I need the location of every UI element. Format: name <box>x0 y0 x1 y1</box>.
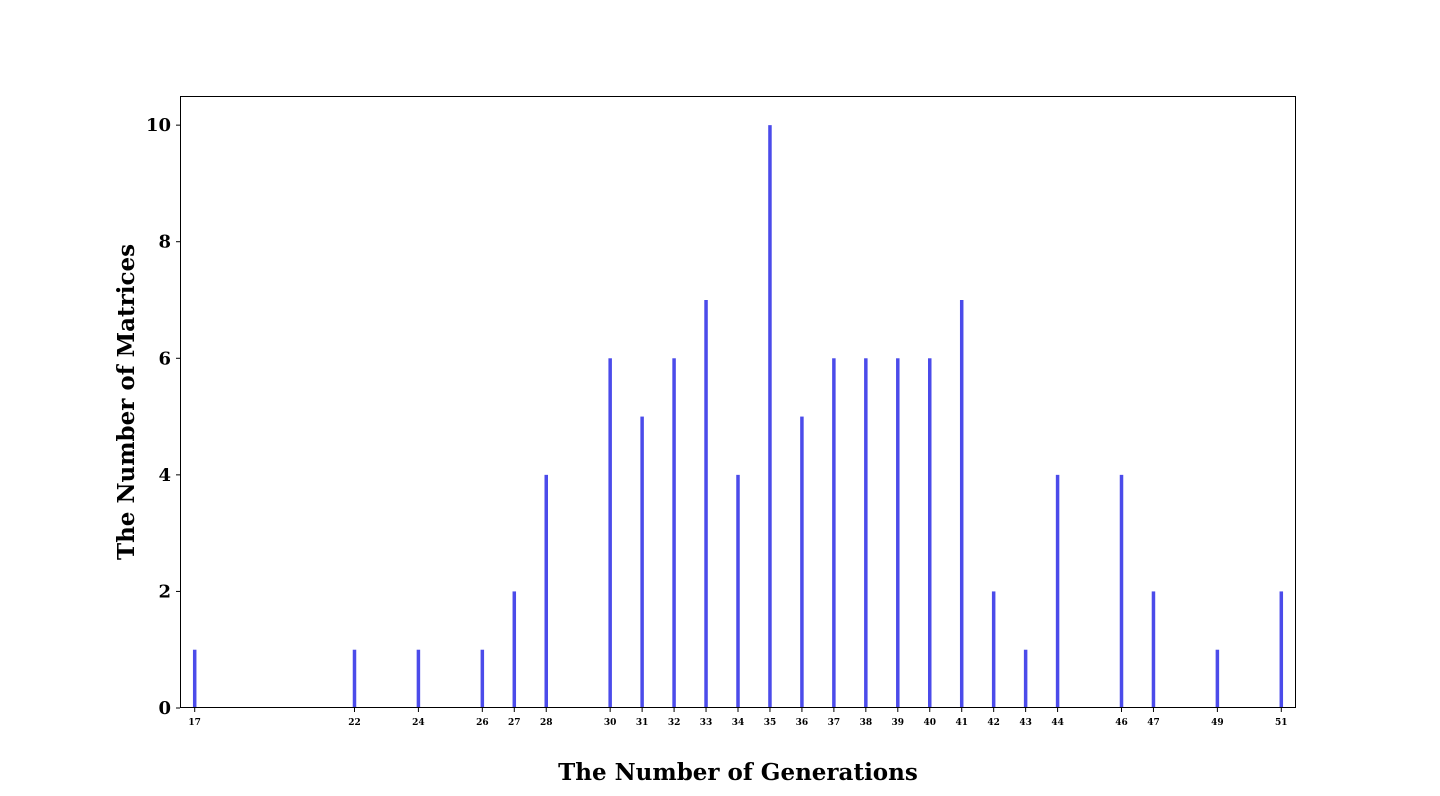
bar-22 <box>352 649 357 708</box>
x-tick-label: 41 <box>955 718 968 728</box>
x-tick-label: 34 <box>732 718 745 728</box>
bar-34 <box>736 474 740 708</box>
x-tick-label: 28 <box>540 718 553 728</box>
x-tick-label: 27 <box>508 718 521 728</box>
bar-39 <box>896 358 900 708</box>
bar-26 <box>480 649 485 708</box>
x-tick-label: 51 <box>1275 718 1288 728</box>
x-tick-label: 49 <box>1211 718 1224 728</box>
x-tick-label: 33 <box>700 718 713 728</box>
bar-43 <box>1023 649 1028 708</box>
x-tick-label: 37 <box>828 718 841 728</box>
x-axis-ticks: 17 22 24 26 27 28 30 31 32 33 34 35 36 37 38 39 40 41 42 43… <box>188 708 1288 728</box>
y-tick-label: 0 <box>158 698 171 719</box>
x-tick-label: 42 <box>987 718 1000 728</box>
y-axis-label: The Number of Matrices <box>113 244 140 560</box>
bar-37 <box>832 358 836 708</box>
bar-33 <box>704 300 708 708</box>
x-tick-label: 43 <box>1019 718 1032 728</box>
bar-27 <box>512 591 517 708</box>
x-tick-label: 26 <box>476 718 489 728</box>
x-axis-label: The Number of Generations <box>558 759 918 786</box>
bar-38 <box>864 358 868 708</box>
bar-44 <box>1055 474 1060 708</box>
x-tick-label: 35 <box>764 718 777 728</box>
y-tick-label: 10 <box>146 115 171 136</box>
y-tick-label: 2 <box>158 581 171 602</box>
x-tick-label: 36 <box>796 718 809 728</box>
bar-47 <box>1151 591 1156 708</box>
bars-group <box>192 125 1284 708</box>
plot-frame <box>180 96 1296 708</box>
bar-32 <box>672 358 676 708</box>
bar-36 <box>800 416 804 708</box>
bar-51 <box>1279 591 1284 708</box>
bar-40 <box>928 358 932 708</box>
bar-17 <box>192 649 197 708</box>
x-tick-label: 30 <box>604 718 617 728</box>
bar-31 <box>640 416 644 708</box>
x-tick-label: 47 <box>1147 718 1160 728</box>
bar-49 <box>1215 649 1220 708</box>
y-tick-label: 8 <box>158 232 171 253</box>
x-tick-label: 38 <box>860 718 873 728</box>
bar-42 <box>991 591 996 708</box>
bar-35 <box>768 125 772 708</box>
x-tick-label: 46 <box>1115 718 1128 728</box>
y-axis-ticks: 0 2 4 6 8 10 <box>146 115 180 719</box>
bar-28 <box>544 474 548 708</box>
x-tick-label: 24 <box>412 718 425 728</box>
x-tick-label: 40 <box>923 718 936 728</box>
x-tick-label: 44 <box>1051 718 1064 728</box>
bar-30 <box>608 358 612 708</box>
x-tick-label: 32 <box>668 718 681 728</box>
x-tick-label: 31 <box>636 718 649 728</box>
x-tick-label: 39 <box>892 718 905 728</box>
bar-46 <box>1119 474 1124 708</box>
bar-24 <box>416 649 421 708</box>
x-tick-label: 22 <box>348 718 361 728</box>
bar-41 <box>959 300 964 708</box>
y-tick-label: 4 <box>158 465 171 486</box>
y-tick-label: 6 <box>158 348 171 369</box>
x-tick-label: 17 <box>188 718 201 728</box>
